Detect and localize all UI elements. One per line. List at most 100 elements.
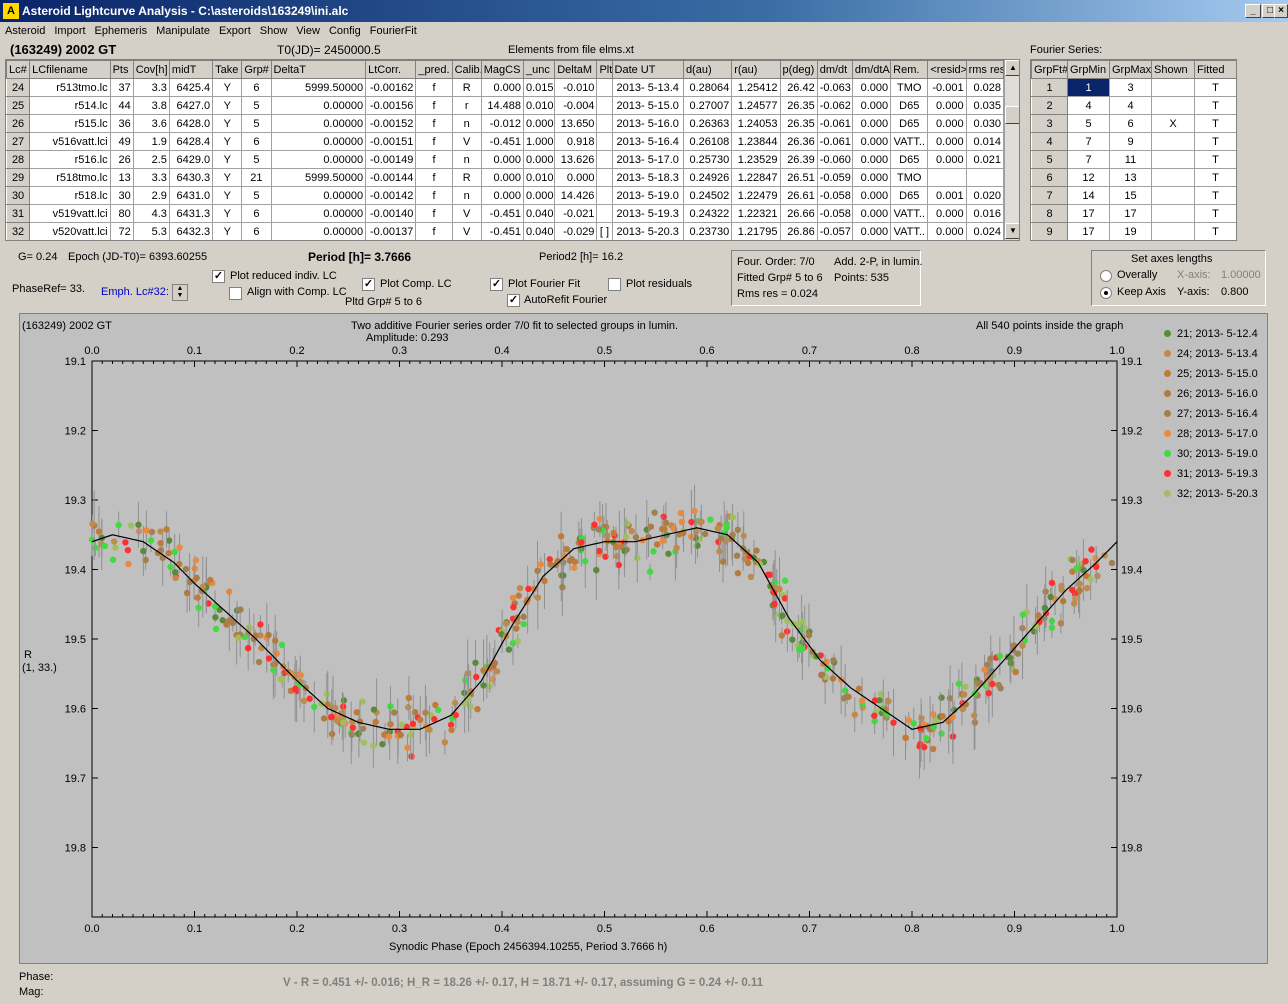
table-cell[interactable]	[596, 186, 613, 205]
table-cell[interactable]: 14.426	[554, 186, 598, 205]
table-cell[interactable]: 14.488	[480, 96, 525, 115]
table-cell[interactable]: f	[415, 78, 453, 97]
table-cell[interactable]: 0.000	[522, 186, 556, 205]
lightcurve-table[interactable]: Lc# LCfilename Pts Cov[h] midT Take Grp# DeltaT…	[5, 59, 1020, 241]
table-cell[interactable]: 44	[109, 96, 134, 115]
table-cell[interactable]: r518.lc	[29, 186, 111, 205]
table-cell[interactable]: 1.24577	[731, 96, 781, 115]
menu-import[interactable]: Import	[54, 25, 86, 37]
column-header[interactable]: midT	[168, 60, 214, 79]
table-cell[interactable]: 0.000	[851, 204, 892, 223]
table-cell[interactable]	[927, 168, 967, 187]
table-cell[interactable]: -0.059	[816, 168, 853, 187]
table-cell[interactable]: -0.00142	[365, 186, 417, 205]
table-cell[interactable]	[596, 114, 613, 133]
table-cell[interactable]: 30	[6, 186, 31, 205]
table-cell[interactable]: 0.024	[965, 222, 1005, 240]
table-cell[interactable]: 3.3	[132, 78, 170, 97]
x-axis-value[interactable]: 1.00000	[1221, 269, 1261, 281]
column-header[interactable]: LtCorr.	[365, 60, 417, 79]
table-cell[interactable]: 26.66	[779, 204, 818, 223]
table-cell[interactable]: 7	[1067, 150, 1110, 169]
table-cell[interactable]: T	[1194, 204, 1236, 223]
table-cell[interactable]: 0.24926	[682, 168, 733, 187]
table-cell[interactable]: -0.00137	[365, 222, 417, 240]
table-cell[interactable]: 1.25412	[731, 78, 781, 97]
table-cell[interactable]: -0.012	[480, 114, 525, 133]
table-cell[interactable]: 13	[1109, 168, 1152, 187]
table-cell[interactable]: 0.000	[480, 168, 525, 187]
table-cell[interactable]: 17	[1109, 204, 1152, 223]
table-cell[interactable]: 5	[241, 186, 272, 205]
table-cell[interactable]: -0.029	[554, 222, 598, 240]
table-cell[interactable]: 0.000	[522, 150, 556, 169]
scroll-down-icon[interactable]: ▼	[1005, 223, 1019, 239]
table-cell[interactable]: 26.35	[779, 96, 818, 115]
table-cell[interactable]: n	[451, 186, 482, 205]
table-cell[interactable]: -0.00140	[365, 204, 417, 223]
table-cell[interactable]: n	[451, 150, 482, 169]
table-cell[interactable]: 6	[241, 204, 272, 223]
column-header[interactable]: p(deg)	[779, 60, 818, 79]
table-cell[interactable]: -0.061	[816, 132, 853, 151]
table-cell[interactable]: 0.00000	[270, 204, 367, 223]
table-cell[interactable]: 26	[6, 114, 31, 133]
table-cell[interactable]: 24	[6, 78, 31, 97]
table-cell[interactable]: 0.918	[554, 132, 598, 151]
table-cell[interactable]: 2013- 5-17.0	[611, 150, 684, 169]
table-cell[interactable]: -0.00151	[365, 132, 417, 151]
table-cell[interactable]: 9	[1031, 222, 1068, 240]
table-cell[interactable]: -0.058	[816, 204, 853, 223]
table-cell[interactable]: 5	[241, 114, 272, 133]
table-cell[interactable]	[596, 150, 613, 169]
fourier-series-table[interactable]: GrpFt# GrpMin GrpMax Shown Fitted 1 1 3 T 2 4 4 T 3 5 6…	[1030, 59, 1237, 241]
table-cell[interactable]: n	[451, 114, 482, 133]
overall-radio[interactable]	[1100, 270, 1112, 282]
table-cell[interactable]: 0.000	[927, 114, 967, 133]
table-cell[interactable]: 32	[6, 222, 31, 240]
table-cell[interactable]: 3.8	[132, 96, 170, 115]
column-header[interactable]: GrpMax	[1109, 60, 1152, 79]
table-cell[interactable]: 26.86	[779, 222, 818, 240]
column-header[interactable]: DeltaM	[554, 60, 598, 79]
menu-export[interactable]: Export	[218, 25, 251, 37]
column-header[interactable]: r(au)	[731, 60, 781, 79]
table-cell[interactable]: 6	[1031, 168, 1068, 187]
column-header[interactable]: Pts	[109, 60, 134, 79]
column-header[interactable]: dm/dt	[816, 60, 853, 79]
table-cell[interactable]: T	[1194, 96, 1236, 115]
table-cell[interactable]: 0.00000	[270, 96, 367, 115]
table-cell[interactable]: 26	[109, 150, 134, 169]
table-cell[interactable]: 0.040	[522, 222, 556, 240]
table-cell[interactable]: 72	[109, 222, 134, 240]
table-cell[interactable]: T	[1194, 222, 1236, 240]
table-cell[interactable]: 0.000	[927, 132, 967, 151]
table-cell[interactable]: 2013- 5-15.0	[611, 96, 684, 115]
table-cell[interactable]: 6	[241, 78, 272, 97]
column-header[interactable]: d(au)	[682, 60, 733, 79]
table-cell[interactable]: 8	[1031, 204, 1068, 223]
table-cell[interactable]: VATT..	[890, 222, 929, 240]
chart-svg[interactable]: 0.0 0.0 0.1 0.1 0.2 0.2 0.3 0.3 0.4 0.4 0.5 0.5 0.6 0…	[20, 314, 1269, 965]
scroll-thumb[interactable]	[1005, 106, 1019, 124]
column-header[interactable]: Plt	[596, 60, 613, 79]
table-cell[interactable]: 13.650	[554, 114, 598, 133]
table-cell[interactable]: 0.000	[927, 222, 967, 240]
table-cell[interactable]: T	[1194, 132, 1236, 151]
table-cell[interactable]: 5	[241, 96, 272, 115]
keep-axis-radio[interactable]	[1100, 287, 1112, 299]
table-cell[interactable]: Y	[212, 168, 243, 187]
table-cell[interactable]: 6432.3	[168, 222, 214, 240]
table-cell[interactable]: D65	[890, 114, 929, 133]
table-cell[interactable]: 5	[1067, 114, 1110, 133]
table-cell[interactable]: 6431.3	[168, 204, 214, 223]
column-header[interactable]: <resid>	[927, 60, 967, 79]
table-cell[interactable]	[1151, 222, 1195, 240]
table-cell[interactable]: 0.28064	[682, 78, 733, 97]
table-cell[interactable]: -0.00144	[365, 168, 417, 187]
table-cell[interactable]: 36	[109, 114, 134, 133]
table-cell[interactable]: 1.23844	[731, 132, 781, 151]
table-cell[interactable]: X	[1151, 114, 1195, 133]
